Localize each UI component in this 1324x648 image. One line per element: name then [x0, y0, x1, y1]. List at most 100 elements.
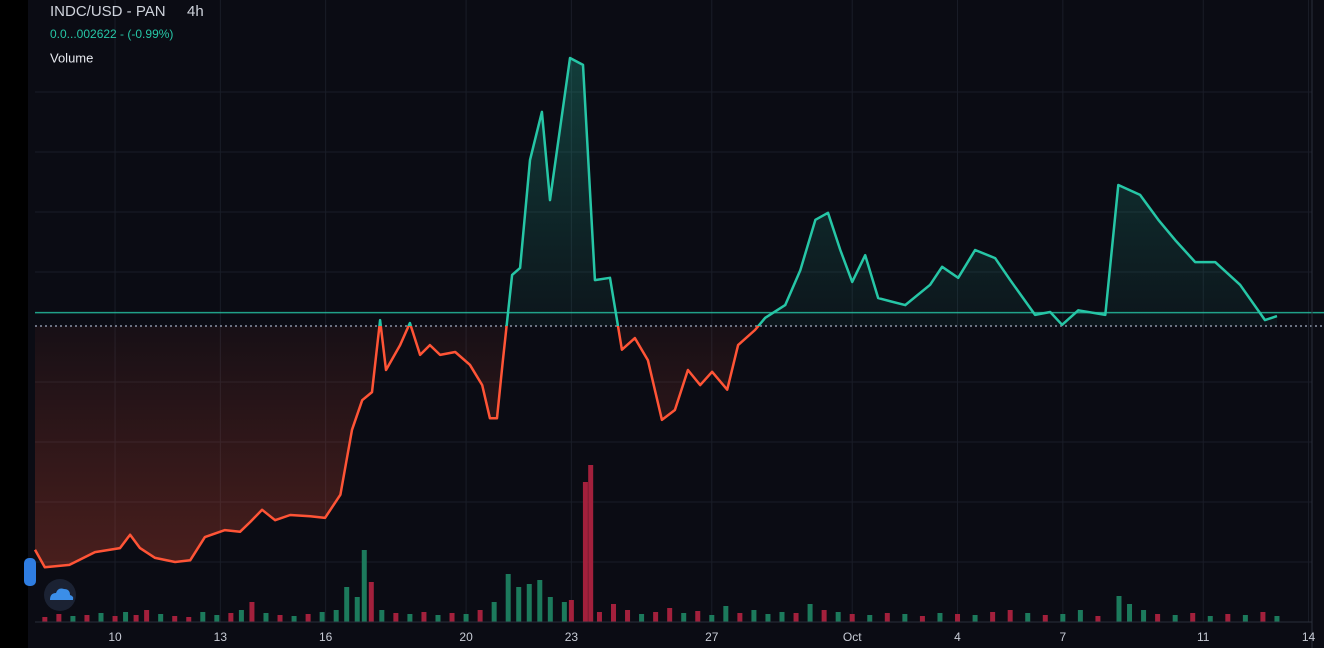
volume-bar — [990, 612, 996, 622]
volume-bar — [368, 582, 374, 622]
volume-bar — [56, 614, 62, 622]
volume-bar — [919, 616, 925, 622]
chart-title: INDC/USD - PAN — [50, 3, 166, 20]
volume-bar — [1274, 616, 1280, 622]
volume-bar — [277, 615, 283, 622]
volume-bar — [123, 612, 129, 622]
x-tick-label: 11 — [1197, 630, 1210, 644]
volume-bar — [505, 574, 511, 622]
volume-bar — [263, 613, 269, 622]
volume-bar — [1007, 610, 1013, 622]
volume-bar — [200, 612, 206, 622]
volume-bar — [1060, 614, 1066, 622]
side-tab[interactable] — [24, 558, 36, 586]
volume-bar — [667, 608, 673, 622]
volume-bar — [793, 613, 799, 622]
volume-bar — [765, 614, 771, 622]
x-tick-label: Oct — [843, 630, 862, 644]
x-tick-label: 20 — [459, 630, 473, 644]
volume-bar — [849, 614, 855, 622]
x-tick-label: 16 — [319, 630, 333, 644]
x-tick-label: 4 — [954, 630, 961, 644]
volume-bar — [238, 610, 244, 622]
volume-bar — [695, 611, 701, 622]
volume-bar — [1025, 613, 1031, 622]
volume-bar — [361, 550, 367, 622]
volume-bar — [42, 617, 48, 622]
volume-bar — [379, 610, 385, 622]
x-tick-label: 27 — [705, 630, 719, 644]
volume-bar — [835, 612, 841, 622]
volume-bar — [1155, 614, 1161, 622]
volume-bar — [779, 612, 785, 622]
volume-bar — [681, 613, 687, 622]
volume-bar — [867, 615, 873, 622]
volume-bar — [172, 616, 178, 622]
x-tick-label: 10 — [108, 630, 122, 644]
volume-bar — [158, 614, 164, 622]
volume-bar — [625, 610, 631, 622]
volume-bar — [186, 617, 192, 622]
price-line-series — [33, 56, 1278, 569]
volume-bar — [491, 602, 497, 622]
volume-bar — [70, 616, 76, 622]
baseline-area — [35, 58, 1277, 568]
volume-bar — [435, 615, 441, 622]
volume-bar — [291, 616, 297, 622]
volume-bar — [596, 612, 602, 622]
volume-bar — [611, 604, 617, 622]
volume-bar — [639, 614, 645, 622]
horizontal-grid — [35, 91, 1312, 563]
volume-bar — [344, 587, 350, 622]
volume-bar — [393, 613, 399, 622]
volume-bar — [1077, 610, 1083, 622]
volume-bar — [319, 612, 325, 622]
volume-label: Volume — [50, 50, 93, 65]
plot-area — [33, 0, 1324, 622]
volume-bar — [333, 610, 339, 622]
volume-bar — [653, 612, 659, 622]
volume-bar — [112, 616, 118, 622]
x-tick-label: 13 — [214, 630, 228, 644]
price-change: 0.0...002622 - (-0.99%) — [50, 27, 173, 41]
volume-bar — [547, 597, 553, 622]
volume-bar — [144, 610, 150, 622]
volume-bar — [884, 613, 890, 622]
volume-bar — [1172, 615, 1178, 622]
interval: 4h — [187, 3, 204, 20]
volume-bar — [1095, 616, 1101, 622]
x-tick-label: 7 — [1059, 630, 1066, 644]
volume-bar — [955, 614, 961, 622]
volume-bar — [1260, 612, 1266, 622]
volume-bar — [84, 615, 90, 622]
volume-bar — [421, 612, 427, 622]
volume-bar — [98, 613, 104, 622]
volume-bar — [463, 614, 469, 622]
volume-bar — [937, 613, 943, 622]
volume-bar — [582, 482, 588, 622]
volume-bar — [133, 615, 139, 622]
volume-bar — [407, 614, 413, 622]
x-tick-label: 23 — [565, 630, 579, 644]
volume-bar — [228, 613, 234, 622]
volume-bar — [1141, 610, 1147, 622]
volume-bar — [354, 597, 360, 622]
volume-bar — [821, 610, 827, 622]
volume-bar — [561, 602, 567, 622]
volume-bar — [1242, 615, 1248, 622]
left-edge — [0, 0, 28, 648]
volume-bar — [751, 610, 757, 622]
volume-bar — [588, 465, 594, 622]
volume-bar — [1116, 596, 1122, 622]
volume-bar — [305, 614, 311, 622]
cloud-icon — [50, 588, 74, 600]
volume-bar — [1042, 615, 1048, 622]
volume-bar — [737, 613, 743, 622]
volume-bar — [249, 602, 255, 622]
volume-bar — [902, 614, 908, 622]
volume-bar — [723, 606, 729, 622]
volume-bar — [477, 610, 483, 622]
volume-bar — [568, 600, 574, 622]
volume-bar — [1190, 613, 1196, 622]
